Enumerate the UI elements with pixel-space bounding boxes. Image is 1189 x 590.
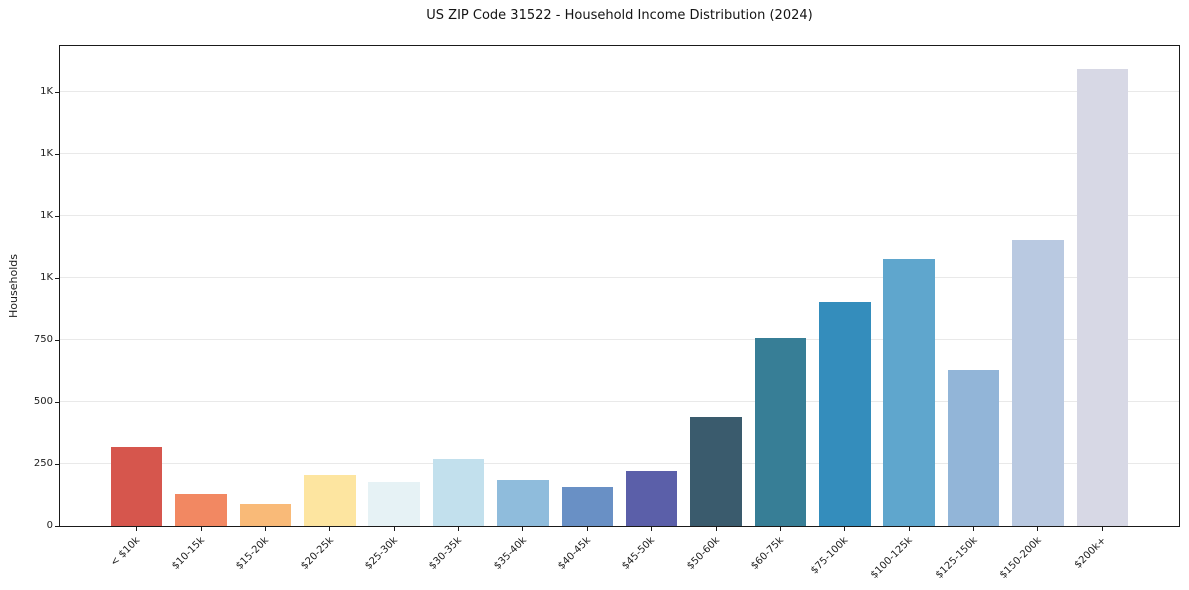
gridline [60,153,1179,155]
y-tick-label: 1K [40,271,53,283]
bar [690,416,742,526]
y-tick-label: 500 [33,395,53,407]
gridline [60,401,1179,403]
plot-area [59,45,1180,527]
x-tick-label-text: $25-30k [362,535,400,572]
bar [883,259,935,526]
bar [110,446,163,526]
x-tick-label-text: $50-60k [684,535,722,572]
x-tick-mark [136,527,138,531]
x-tick-mark [779,527,781,531]
bar [432,458,485,526]
x-tick-mark [844,527,846,531]
gridline [60,339,1179,341]
chart-title: US ZIP Code 31522 - Household Income Dis… [426,8,813,23]
x-tick-label-text: $125-150k [933,535,980,581]
x-tick-label-text: $40-45k [556,535,594,572]
x-tick-label-text: $200k+ [1072,535,1109,571]
bar [754,338,807,526]
x-tick-mark [264,527,266,531]
bar [561,486,614,526]
gridline [60,215,1179,217]
x-tick-mark [329,527,331,531]
x-tick-label-text: $30-35k [427,535,465,572]
x-tick-label-text: $45-50k [620,535,658,572]
y-tick-mark [55,401,59,403]
y-tick-mark [55,526,59,527]
x-tick-mark [715,527,717,531]
x-tick-label-text: $10-15k [169,535,207,572]
y-tick-mark [55,277,59,279]
bar [1076,68,1129,526]
x-tick-mark [200,527,202,531]
x-tick-mark [458,527,460,531]
x-tick-label-text: $75-100k [809,535,851,577]
gridline [60,463,1179,465]
bar [304,474,356,526]
y-tick-label: 750 [33,333,53,345]
y-tick-label: 250 [33,457,53,469]
bar [625,470,678,526]
bar [368,481,420,526]
x-tick-label-text: $35-40k [491,535,529,572]
bar [947,370,1000,526]
y-tick-label: 1K [40,85,53,97]
bar [1012,239,1064,526]
x-tick-mark [393,527,395,531]
bar [819,301,871,526]
x-tick-mark [651,527,653,531]
y-tick-mark [55,463,59,465]
x-tick-label-text: < $10k [108,535,143,569]
gridline [60,277,1179,279]
x-tick-mark [973,527,975,531]
x-tick-label-text: $100-125k [869,535,915,581]
y-tick-mark [55,339,59,341]
bar [497,480,549,526]
x-tick-label-text: $60-75k [749,535,787,572]
y-tick-mark [55,153,59,155]
y-tick-mark [55,215,59,217]
x-tick-mark [1037,527,1039,531]
x-tick-mark [522,527,524,531]
x-tick-label-text: $150-200k [997,535,1044,581]
x-tick-label-text: $20-25k [298,535,336,572]
y-tick-label: 1K [40,209,53,221]
x-tick-label-text: $15-20k [234,535,272,572]
gridline [60,91,1179,93]
bar [175,493,227,526]
x-tick-mark [908,527,910,531]
x-tick-mark [1101,527,1103,531]
bar [239,504,292,526]
y-tick-label: 1K [40,147,53,159]
x-tick-mark [586,527,588,531]
y-tick-label: 0 [46,520,53,531]
y-tick-mark [55,91,59,93]
